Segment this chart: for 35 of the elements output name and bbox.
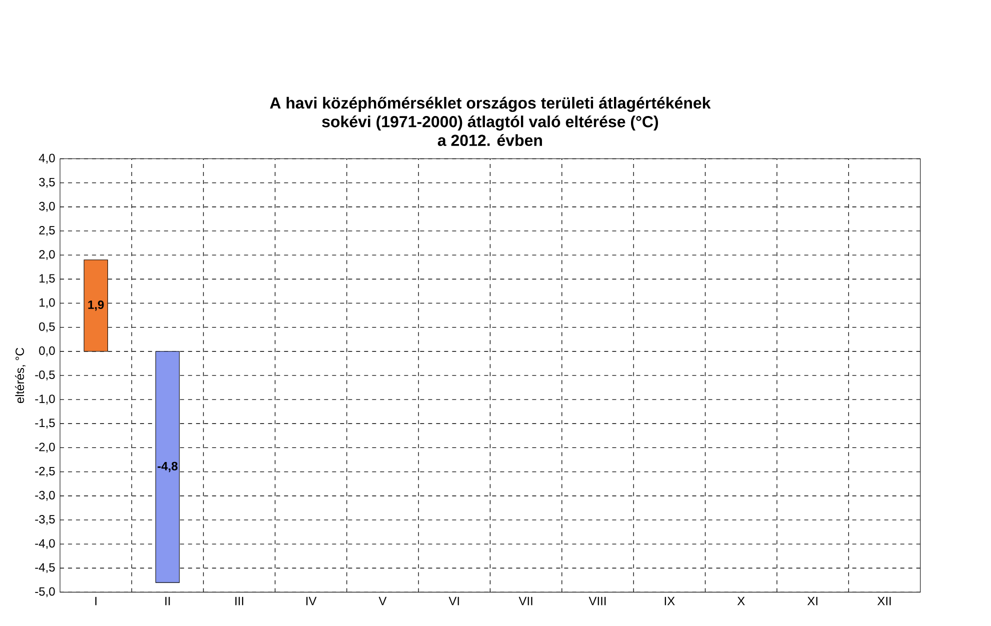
y-tick-label: -4,5 xyxy=(35,563,55,574)
x-tick-label: XI xyxy=(807,597,818,606)
y-tick-label: -2,0 xyxy=(35,442,55,453)
y-axis-title: eltérés, °C xyxy=(15,348,26,404)
x-tick-label: XII xyxy=(877,597,891,606)
y-tick-label: 0,0 xyxy=(39,346,55,357)
x-tick-label: IX xyxy=(664,597,675,606)
y-tick-label: -2,5 xyxy=(35,467,55,477)
y-tick-label: -4,0 xyxy=(35,539,55,550)
x-tick-label: IV xyxy=(306,597,317,606)
y-tick-label: 2,0 xyxy=(39,250,55,260)
data-label: 1,9 xyxy=(88,300,104,311)
x-tick-label: III xyxy=(235,597,244,606)
x-tick-label: VII xyxy=(518,597,532,606)
y-tick-label: 4,0 xyxy=(38,154,55,164)
x-tick-label: VI xyxy=(448,597,459,606)
chart-title: A havi középhőmérséklet országos területi átlagértékének sokévi (1971-2000) átlagtól való eltérése (°C) a 2012. évben xyxy=(270,96,711,146)
y-tick-label: 0,5 xyxy=(39,322,55,332)
y-tick-label: -0,5 xyxy=(35,370,55,381)
y-tick-label: -3,5 xyxy=(35,515,55,526)
y-tick-label: 2,5 xyxy=(39,226,55,236)
y-tick-label: 1,0 xyxy=(40,298,55,308)
data-label: -4,8 xyxy=(158,462,178,472)
y-tick-label: -5,0 xyxy=(35,587,55,598)
y-tick-label: -1,5 xyxy=(35,418,55,429)
y-tick-label: 3,0 xyxy=(39,202,55,212)
x-tick-label: X xyxy=(737,597,745,606)
x-tick-label: V xyxy=(378,597,387,606)
x-tick-label: II xyxy=(165,597,170,606)
y-tick-label: -1,0 xyxy=(35,394,55,405)
y-tick-label: 3,5 xyxy=(39,178,55,188)
y-tick-label: -3,0 xyxy=(35,491,55,502)
x-tick-label: I xyxy=(95,597,96,606)
y-tick-label: 1,5 xyxy=(40,274,55,284)
x-tick-label: VIII xyxy=(588,597,606,606)
